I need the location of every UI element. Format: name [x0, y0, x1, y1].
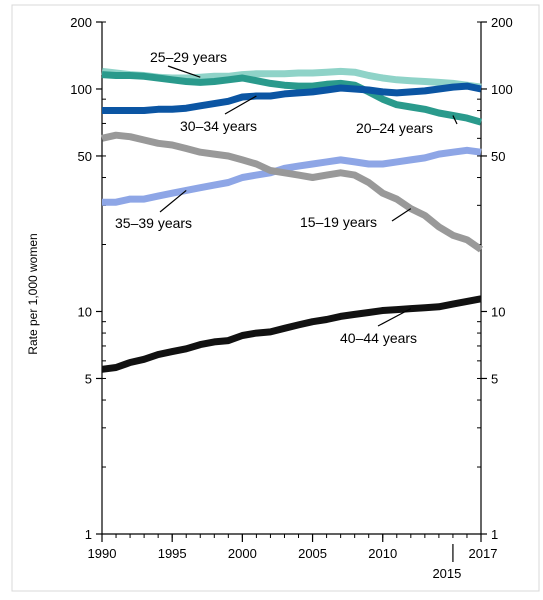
y-tick-label: 5 [85, 371, 92, 386]
label-layer: 200 200 100 100 50 50 10 10 5 5 1 1 1990 1995 2000 2005… [70, 15, 512, 581]
x-tick-label: 2000 [228, 546, 257, 561]
series-label: 35–39 years [115, 215, 192, 231]
y-tick-label-right: 50 [491, 149, 505, 164]
series-layer [101, 67, 483, 373]
series-line-20-24 [101, 71, 482, 126]
leader-line [167, 65, 201, 78]
series-label: 40–44 years [340, 330, 417, 346]
series-label: 25–29 years [150, 49, 227, 65]
series-line-30-34 [102, 82, 482, 114]
leader-line [159, 189, 187, 213]
x-tick-label: 2005 [298, 546, 327, 561]
y-tick-label-right: 5 [491, 371, 498, 386]
leader-line [452, 115, 458, 125]
y-tick-label-right: 10 [491, 304, 505, 319]
x-tick-label-2015: 2015 [432, 566, 461, 581]
x-tick-label: 1990 [88, 546, 117, 561]
y-tick-label-right: 200 [491, 15, 513, 30]
series-line-15-19 [101, 131, 483, 253]
y-axis-title: Rate per 1,000 women [26, 233, 40, 354]
leader-line [377, 308, 412, 327]
y-tick-label-right: 1 [491, 527, 498, 542]
y-tick-label: 100 [70, 82, 92, 97]
x-tick-label: 2017 [469, 546, 498, 561]
y-tick-label: 10 [78, 304, 92, 319]
chart-border [11, 4, 540, 592]
series-label: 20–24 years [356, 120, 433, 136]
series-line-40-44 [101, 295, 482, 373]
y-tick-label-right: 100 [491, 82, 513, 97]
leader-line [224, 95, 257, 115]
series-line-35-39 [102, 146, 482, 206]
x-tick-label: 1995 [158, 546, 187, 561]
y-tick-label: 1 [85, 527, 92, 542]
series-label: 30–34 years [180, 118, 257, 134]
leader-line [391, 208, 412, 222]
series-label: 15–19 years [300, 214, 377, 230]
y-tick-label: 200 [70, 15, 92, 30]
x-tick-label: 2010 [368, 546, 397, 561]
y-tick-label: 50 [78, 149, 92, 164]
